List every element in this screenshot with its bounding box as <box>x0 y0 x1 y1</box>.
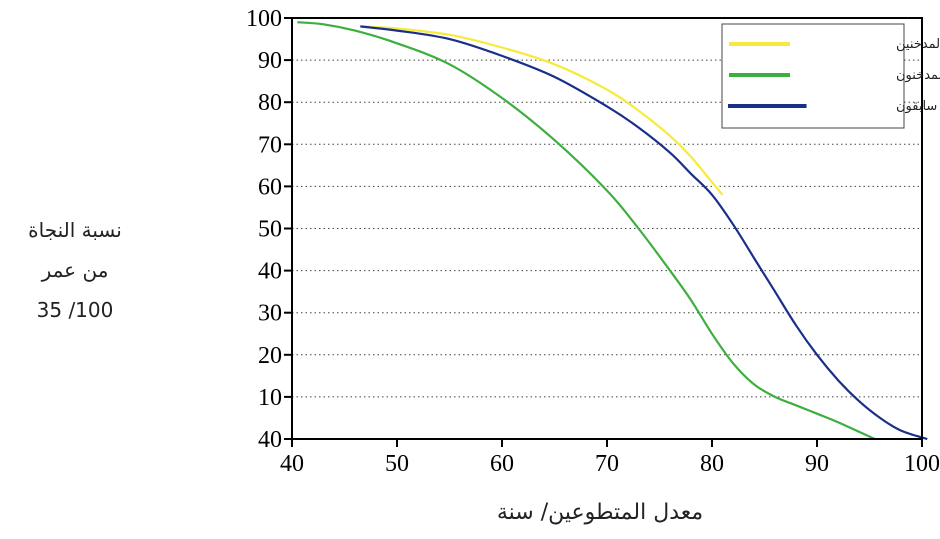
y-axis-label-line-2: من عمر <box>41 258 109 282</box>
legend-label-3: مدخنون سابقون <box>896 99 940 114</box>
x-axis: 40 50 60 70 80 90 100 <box>280 439 940 477</box>
x-axis-label: معدل المتطوعين/ سنة <box>496 500 704 525</box>
x-tick-label: 60 <box>490 451 514 477</box>
x-tick-label: 100 <box>904 451 940 477</box>
y-tick-label: 60 <box>258 174 282 200</box>
y-tick-label: 30 <box>258 301 282 327</box>
x-tick-label: 50 <box>385 451 409 477</box>
series-lines <box>297 21 928 441</box>
x-tick-label: 90 <box>805 451 829 477</box>
y-tick-label: 100 <box>246 6 282 32</box>
series-line-1 <box>360 25 724 196</box>
legend-label-1: غير المدخنين <box>896 37 940 52</box>
y-tick-label: 20 <box>258 343 282 369</box>
y-tick-label: 50 <box>258 217 282 243</box>
x-tick-label: 80 <box>700 451 724 477</box>
series-line-3 <box>360 25 928 441</box>
x-tick-label: 70 <box>595 451 619 477</box>
y-axis-label-line-1: نسبة النجاة <box>28 218 122 242</box>
gridlines <box>292 59 922 398</box>
y-axis-label-line-3: 35 /100 <box>36 298 114 322</box>
y-tick-label: 70 <box>258 132 282 158</box>
y-axis: 40 10 20 30 40 50 60 70 80 90 100 <box>246 6 292 453</box>
x-tick-label: 40 <box>280 451 304 477</box>
y-tick-label: 10 <box>258 385 282 411</box>
legend: غير المدخنين المدخنون مدخنون سابقون <box>721 23 940 129</box>
legend-label-2: المدخنون <box>896 68 940 83</box>
y-tick-label: 80 <box>258 90 282 116</box>
y-tick-label: 40 <box>258 427 282 453</box>
series-line-2 <box>297 21 876 441</box>
y-tick-label: 90 <box>258 48 282 74</box>
y-tick-label: 40 <box>258 259 282 285</box>
y-axis-label: نسبة النجاة من عمر 35 /100 <box>10 210 140 330</box>
